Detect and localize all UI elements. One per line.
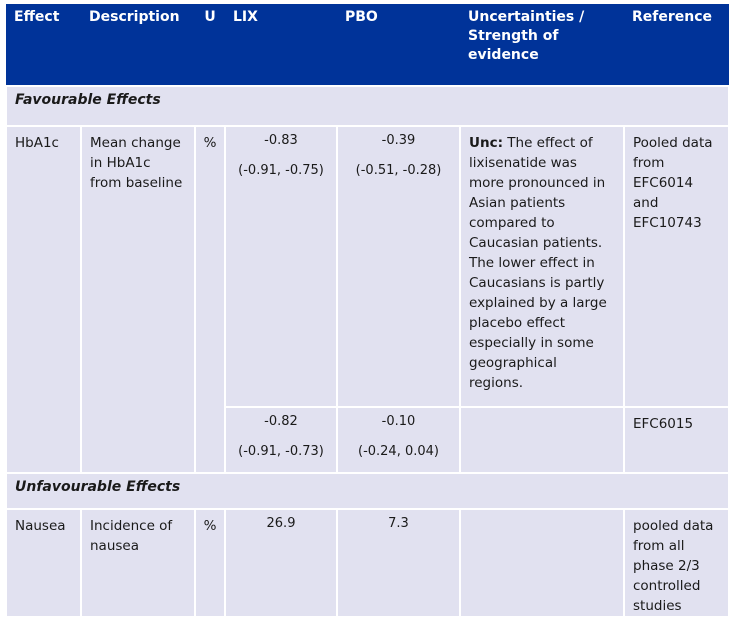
- cell-pbo-hba1c-2: -0.10 (-0.24, 0.04): [336, 406, 461, 474]
- cell-unit-nausea: %: [194, 508, 226, 618]
- header-uncertainties: Uncertainties / Strength of evidence: [460, 4, 624, 86]
- cell-reference-hba1c-2: EFC6015: [623, 406, 730, 474]
- section-title-unfavourable: Unfavourable Effects: [5, 472, 730, 510]
- cell-reference-hba1c-1: Pooled data from EFC6014 and EFC10743: [623, 125, 730, 408]
- section-row-favourable: Favourable Effects: [5, 85, 730, 127]
- pbo-value: -0.39: [381, 133, 416, 148]
- lix-ci: (-0.91, -0.73): [238, 444, 324, 459]
- lix-ci: (-0.91, -0.75): [238, 163, 324, 178]
- table-row-hba1c-1: HbA1c Mean change in HbA1c from baseline…: [5, 125, 730, 474]
- lix-value: -0.83: [264, 133, 298, 148]
- header-reference: Reference: [624, 4, 729, 86]
- cell-effect-hba1c: HbA1c: [5, 125, 82, 474]
- lix-value: -0.82: [264, 414, 298, 429]
- cell-lix-nausea: 26.9: [224, 508, 338, 618]
- cell-lix-hba1c-2: -0.82 (-0.91, -0.73): [224, 406, 338, 474]
- table-header-row: Effect Description U LIX PBO Uncertainti…: [6, 4, 729, 86]
- header-lix: LIX: [225, 4, 337, 86]
- section-title-favourable: Favourable Effects: [5, 85, 730, 127]
- cell-effect-nausea: Nausea: [5, 508, 82, 618]
- pbo-ci: (-0.51, -0.28): [355, 163, 442, 178]
- cell-uncertainties-hba1c-1: Unc: The effect of lixisenatide was more…: [459, 125, 625, 408]
- unc-text: The effect of lixisenatide was more pron…: [469, 135, 607, 391]
- cell-reference-nausea: pooled data from all phase 2/3 controlle…: [623, 508, 730, 618]
- cell-description-hba1c: Mean change in HbA1c from baseline: [80, 125, 196, 474]
- header-unit: U: [195, 4, 225, 86]
- cell-lix-hba1c-1: -0.83 (-0.91, -0.75): [224, 125, 338, 408]
- cell-pbo-hba1c-1: -0.39 (-0.51, -0.28): [336, 125, 461, 408]
- cell-uncertainties-nausea: [459, 508, 625, 618]
- section-row-unfavourable: Unfavourable Effects: [5, 472, 730, 510]
- cell-description-nausea: Incidence of nausea: [80, 508, 196, 618]
- header-description: Description: [81, 4, 195, 86]
- effects-table: Effect Description U LIX PBO Uncertainti…: [5, 4, 730, 618]
- header-effect: Effect: [6, 4, 81, 86]
- cell-uncertainties-hba1c-2: [459, 406, 625, 474]
- cell-pbo-nausea: 7.3: [336, 508, 461, 618]
- header-pbo: PBO: [337, 4, 460, 86]
- pbo-value: -0.10: [381, 414, 416, 429]
- table-row-nausea: Nausea Incidence of nausea % 26.9 7.3 po…: [5, 508, 730, 618]
- cell-unit-hba1c: %: [194, 125, 226, 474]
- unc-label: Unc:: [469, 135, 503, 151]
- pbo-ci: (-0.24, 0.04): [358, 444, 439, 459]
- table-row-hba1c-2: -0.82 (-0.91, -0.73) -0.10 (-0.24, 0.04)…: [6, 406, 730, 474]
